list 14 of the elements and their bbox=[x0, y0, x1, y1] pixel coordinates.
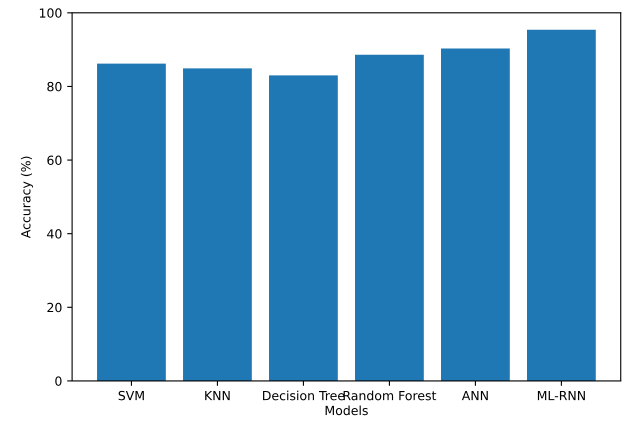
y-axis-title: Accuracy (%) bbox=[20, 156, 33, 238]
y-tick-label: 40 bbox=[47, 229, 62, 239]
x-tick-label: Random Forest bbox=[344, 390, 436, 400]
x-tick-label: ML-RNN bbox=[538, 391, 585, 400]
x-tick-label: Decision Tree bbox=[263, 390, 344, 400]
x-tick-label: SVM bbox=[118, 390, 144, 400]
y-tick-label: 100 bbox=[40, 8, 62, 18]
x-tick-label: ANN bbox=[462, 391, 488, 400]
x-axis-title: Models bbox=[326, 406, 368, 416]
y-tick-label: 60 bbox=[47, 156, 62, 165]
x-tick-label: KNN bbox=[205, 391, 230, 400]
y-tick-label: 80 bbox=[47, 82, 62, 92]
y-tick-label: 20 bbox=[47, 302, 62, 312]
y-tick-label: 0 bbox=[55, 376, 62, 386]
